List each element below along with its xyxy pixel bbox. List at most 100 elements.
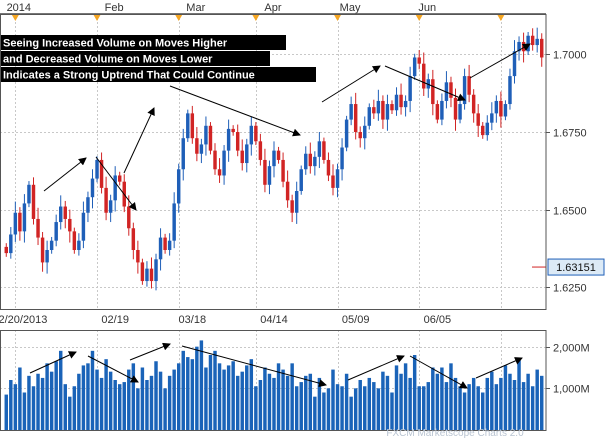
volume-bar (154, 361, 158, 430)
candle-down (285, 181, 290, 201)
volume-bar (108, 371, 113, 430)
volume-trend-arrow (409, 355, 468, 389)
candle-down (63, 206, 67, 219)
volume-bar (245, 365, 249, 430)
candle-down (326, 159, 331, 176)
volume-bar (304, 375, 308, 430)
volume-bar (353, 388, 358, 430)
volume-bar (408, 377, 412, 430)
candle-down (263, 159, 267, 185)
candle-up (222, 150, 226, 176)
candle-up (349, 104, 353, 120)
candle-up (186, 113, 190, 139)
volume-bar (394, 365, 399, 430)
candle-down (281, 159, 285, 182)
volume-bar (254, 386, 258, 430)
candle-up (176, 169, 181, 204)
candle-up (494, 100, 499, 114)
volume-bar (426, 382, 431, 430)
volume-bar (344, 373, 349, 430)
candle-down (372, 107, 376, 114)
candle-up (167, 240, 172, 250)
candle-down (240, 150, 244, 164)
candle-up (267, 166, 272, 185)
top-axis-period-marker (251, 14, 260, 21)
candle-down (422, 63, 426, 89)
volume-bar (77, 373, 81, 430)
volume-bar (90, 350, 95, 430)
candle-up (272, 150, 276, 167)
candle-down (331, 175, 335, 188)
candle-up (344, 119, 349, 148)
volume-bar (86, 363, 90, 430)
top-date-axis: 2014 Feb Mar Apr May Jun (0, 0, 607, 21)
volume-bar (263, 367, 267, 430)
volume-bar (381, 371, 385, 430)
candle-up (13, 212, 18, 235)
volume-bar (54, 361, 58, 430)
volume-bar (190, 359, 195, 430)
volume-bar (31, 386, 36, 430)
candle-down (163, 237, 167, 250)
candle-up (86, 197, 90, 213)
candle-down (140, 262, 145, 282)
candle-up (394, 94, 399, 111)
candle-up (22, 203, 27, 232)
volume-bar (127, 369, 131, 430)
x-axis-tick-label: 03/18 (179, 314, 207, 326)
candle-up (535, 38, 539, 46)
candle-down (136, 250, 140, 263)
candle-down (208, 125, 213, 151)
volume-bar (18, 367, 22, 430)
volume-bar (176, 363, 181, 430)
candle-down (471, 94, 476, 114)
candle-up (58, 206, 63, 223)
candle-down (381, 100, 385, 120)
price-axis-tick-label: 1.6750 (553, 128, 587, 140)
candle-down (431, 79, 435, 105)
volume-bar (235, 375, 240, 430)
volume-trend-arrow (475, 357, 523, 379)
volume-bar (363, 386, 367, 430)
volume-bar (299, 382, 303, 430)
volume-bar (13, 384, 18, 430)
volume-axis: 1,000M 2,000M (546, 343, 590, 396)
volume-bar (440, 367, 444, 430)
volume-bar (458, 386, 462, 430)
volume-bar (372, 382, 376, 430)
volume-bar (453, 377, 458, 430)
candle-up (299, 169, 303, 191)
candle-up (335, 169, 340, 188)
candle-up (77, 240, 81, 250)
price-trend-arrow (43, 157, 87, 192)
volume-bar (45, 363, 49, 430)
candle-up (54, 222, 58, 241)
candle-down (276, 150, 281, 160)
volume-bar (385, 375, 390, 430)
candle-up (204, 125, 208, 145)
volume-bar (204, 367, 208, 430)
price-axis-tick-label: 1.7000 (553, 50, 587, 62)
candle-down (290, 200, 294, 213)
volume-bar (335, 384, 340, 430)
candle-down (235, 132, 240, 151)
volume-bar (512, 380, 517, 430)
candle-down (72, 231, 77, 250)
candle-down (131, 228, 136, 250)
candle-down (417, 57, 421, 64)
volume-bar (471, 377, 476, 430)
last-price-label-box (547, 258, 605, 276)
candle-up (145, 268, 149, 282)
price-trend-arrow (469, 43, 531, 79)
candle-up (45, 250, 49, 263)
volume-bars (4, 340, 544, 430)
candle-up (181, 138, 185, 170)
volume-bar (181, 350, 185, 430)
volume-bar (285, 375, 290, 430)
top-axis-period-marker (93, 14, 102, 21)
candle-up (340, 147, 344, 170)
candle-up (172, 203, 176, 241)
candle-down (467, 76, 471, 95)
volume-bar (540, 375, 544, 430)
